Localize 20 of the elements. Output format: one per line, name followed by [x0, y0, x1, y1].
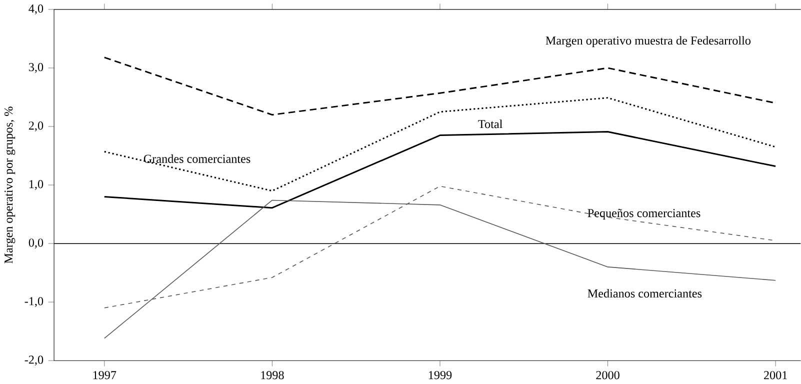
line-series [104, 131, 776, 209]
y-tick-label: -2,0 [24, 356, 44, 366]
y-tick-label: 2,0 [28, 122, 44, 132]
x-tick-label: 1998 [261, 371, 284, 380]
y-tick-label: 3,0 [28, 63, 44, 74]
text: Margen operativo muestra de Fedesarrollo [546, 36, 751, 48]
x-tick-label: 2001 [764, 371, 787, 380]
y-tick-label: 1,0 [29, 180, 44, 190]
y-tick-label: 0,0 [28, 238, 44, 249]
x-tick-label: 2000 [596, 371, 620, 380]
y-tick-label: 4,0 [28, 4, 44, 15]
x-tick-label: 1999 [428, 371, 452, 380]
y-tick-label: -1,0 [24, 297, 44, 308]
series-label: Grandes comerciantes [144, 154, 250, 164]
x-tick-label: 1997 [93, 371, 116, 380]
line-series [104, 97, 776, 192]
series-label: Pequeños comerciantes [588, 209, 700, 220]
y-axis-title: Margen operativo por grupos, % [4, 106, 16, 264]
series-label: Total [478, 120, 502, 128]
series-label: Medianos comerciantes [588, 289, 702, 298]
